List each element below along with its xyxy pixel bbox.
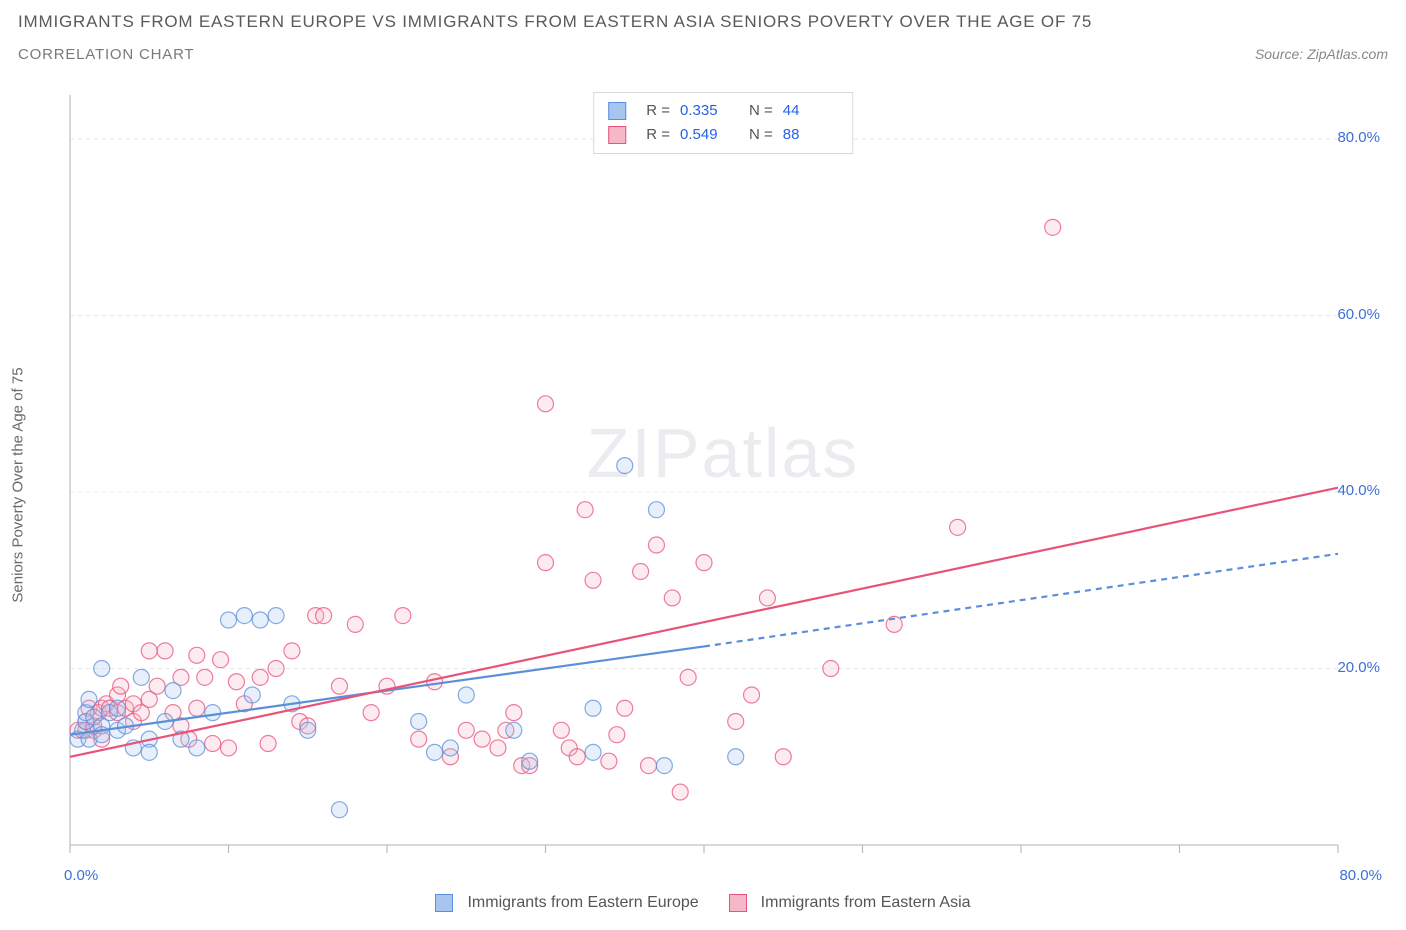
r-value-asia: 0.549 [680, 123, 735, 147]
r-value-europe: 0.335 [680, 99, 735, 123]
chart-subtitle: CORRELATION CHART [18, 46, 194, 63]
source-label: Source: ZipAtlas.com [1255, 46, 1388, 62]
y-tick-label: 80.0% [1337, 129, 1380, 146]
legend-swatch-europe [435, 894, 453, 912]
y-tick-label: 20.0% [1337, 659, 1380, 676]
n-value-asia: 88 [783, 123, 838, 147]
n-label-europe: N = [749, 99, 773, 123]
y-tick-label: 60.0% [1337, 306, 1380, 323]
chart-title: IMMIGRANTS FROM EASTERN EUROPE VS IMMIGR… [18, 12, 1388, 32]
legend-series: Immigrants from Eastern Europe Immigrant… [0, 894, 1406, 912]
legend-stats-row-asia: R = 0.549 N = 88 [608, 123, 838, 147]
source-name: ZipAtlas.com [1307, 46, 1388, 62]
swatch-europe [608, 102, 626, 120]
x-max-label: 80.0% [1339, 867, 1382, 884]
legend-label-asia: Immigrants from Eastern Asia [761, 894, 971, 912]
r-label-asia: R = [646, 123, 670, 147]
n-value-europe: 44 [783, 99, 838, 123]
legend-stats: R = 0.335 N = 44 R = 0.549 N = 88 [593, 92, 853, 154]
x-origin-label: 0.0% [64, 867, 98, 884]
scatter-plot [68, 90, 1378, 880]
n-label-asia: N = [749, 123, 773, 147]
source-prefix: Source: [1255, 46, 1307, 62]
legend-stats-row-europe: R = 0.335 N = 44 [608, 99, 838, 123]
r-label-europe: R = [646, 99, 670, 123]
y-tick-label: 40.0% [1337, 482, 1380, 499]
legend-swatch-asia [729, 894, 747, 912]
swatch-asia [608, 126, 626, 144]
legend-item-asia: Immigrants from Eastern Asia [729, 894, 971, 912]
legend-label-europe: Immigrants from Eastern Europe [467, 894, 698, 912]
y-axis-label: Seniors Poverty Over the Age of 75 [10, 367, 27, 602]
legend-item-europe: Immigrants from Eastern Europe [435, 894, 698, 912]
